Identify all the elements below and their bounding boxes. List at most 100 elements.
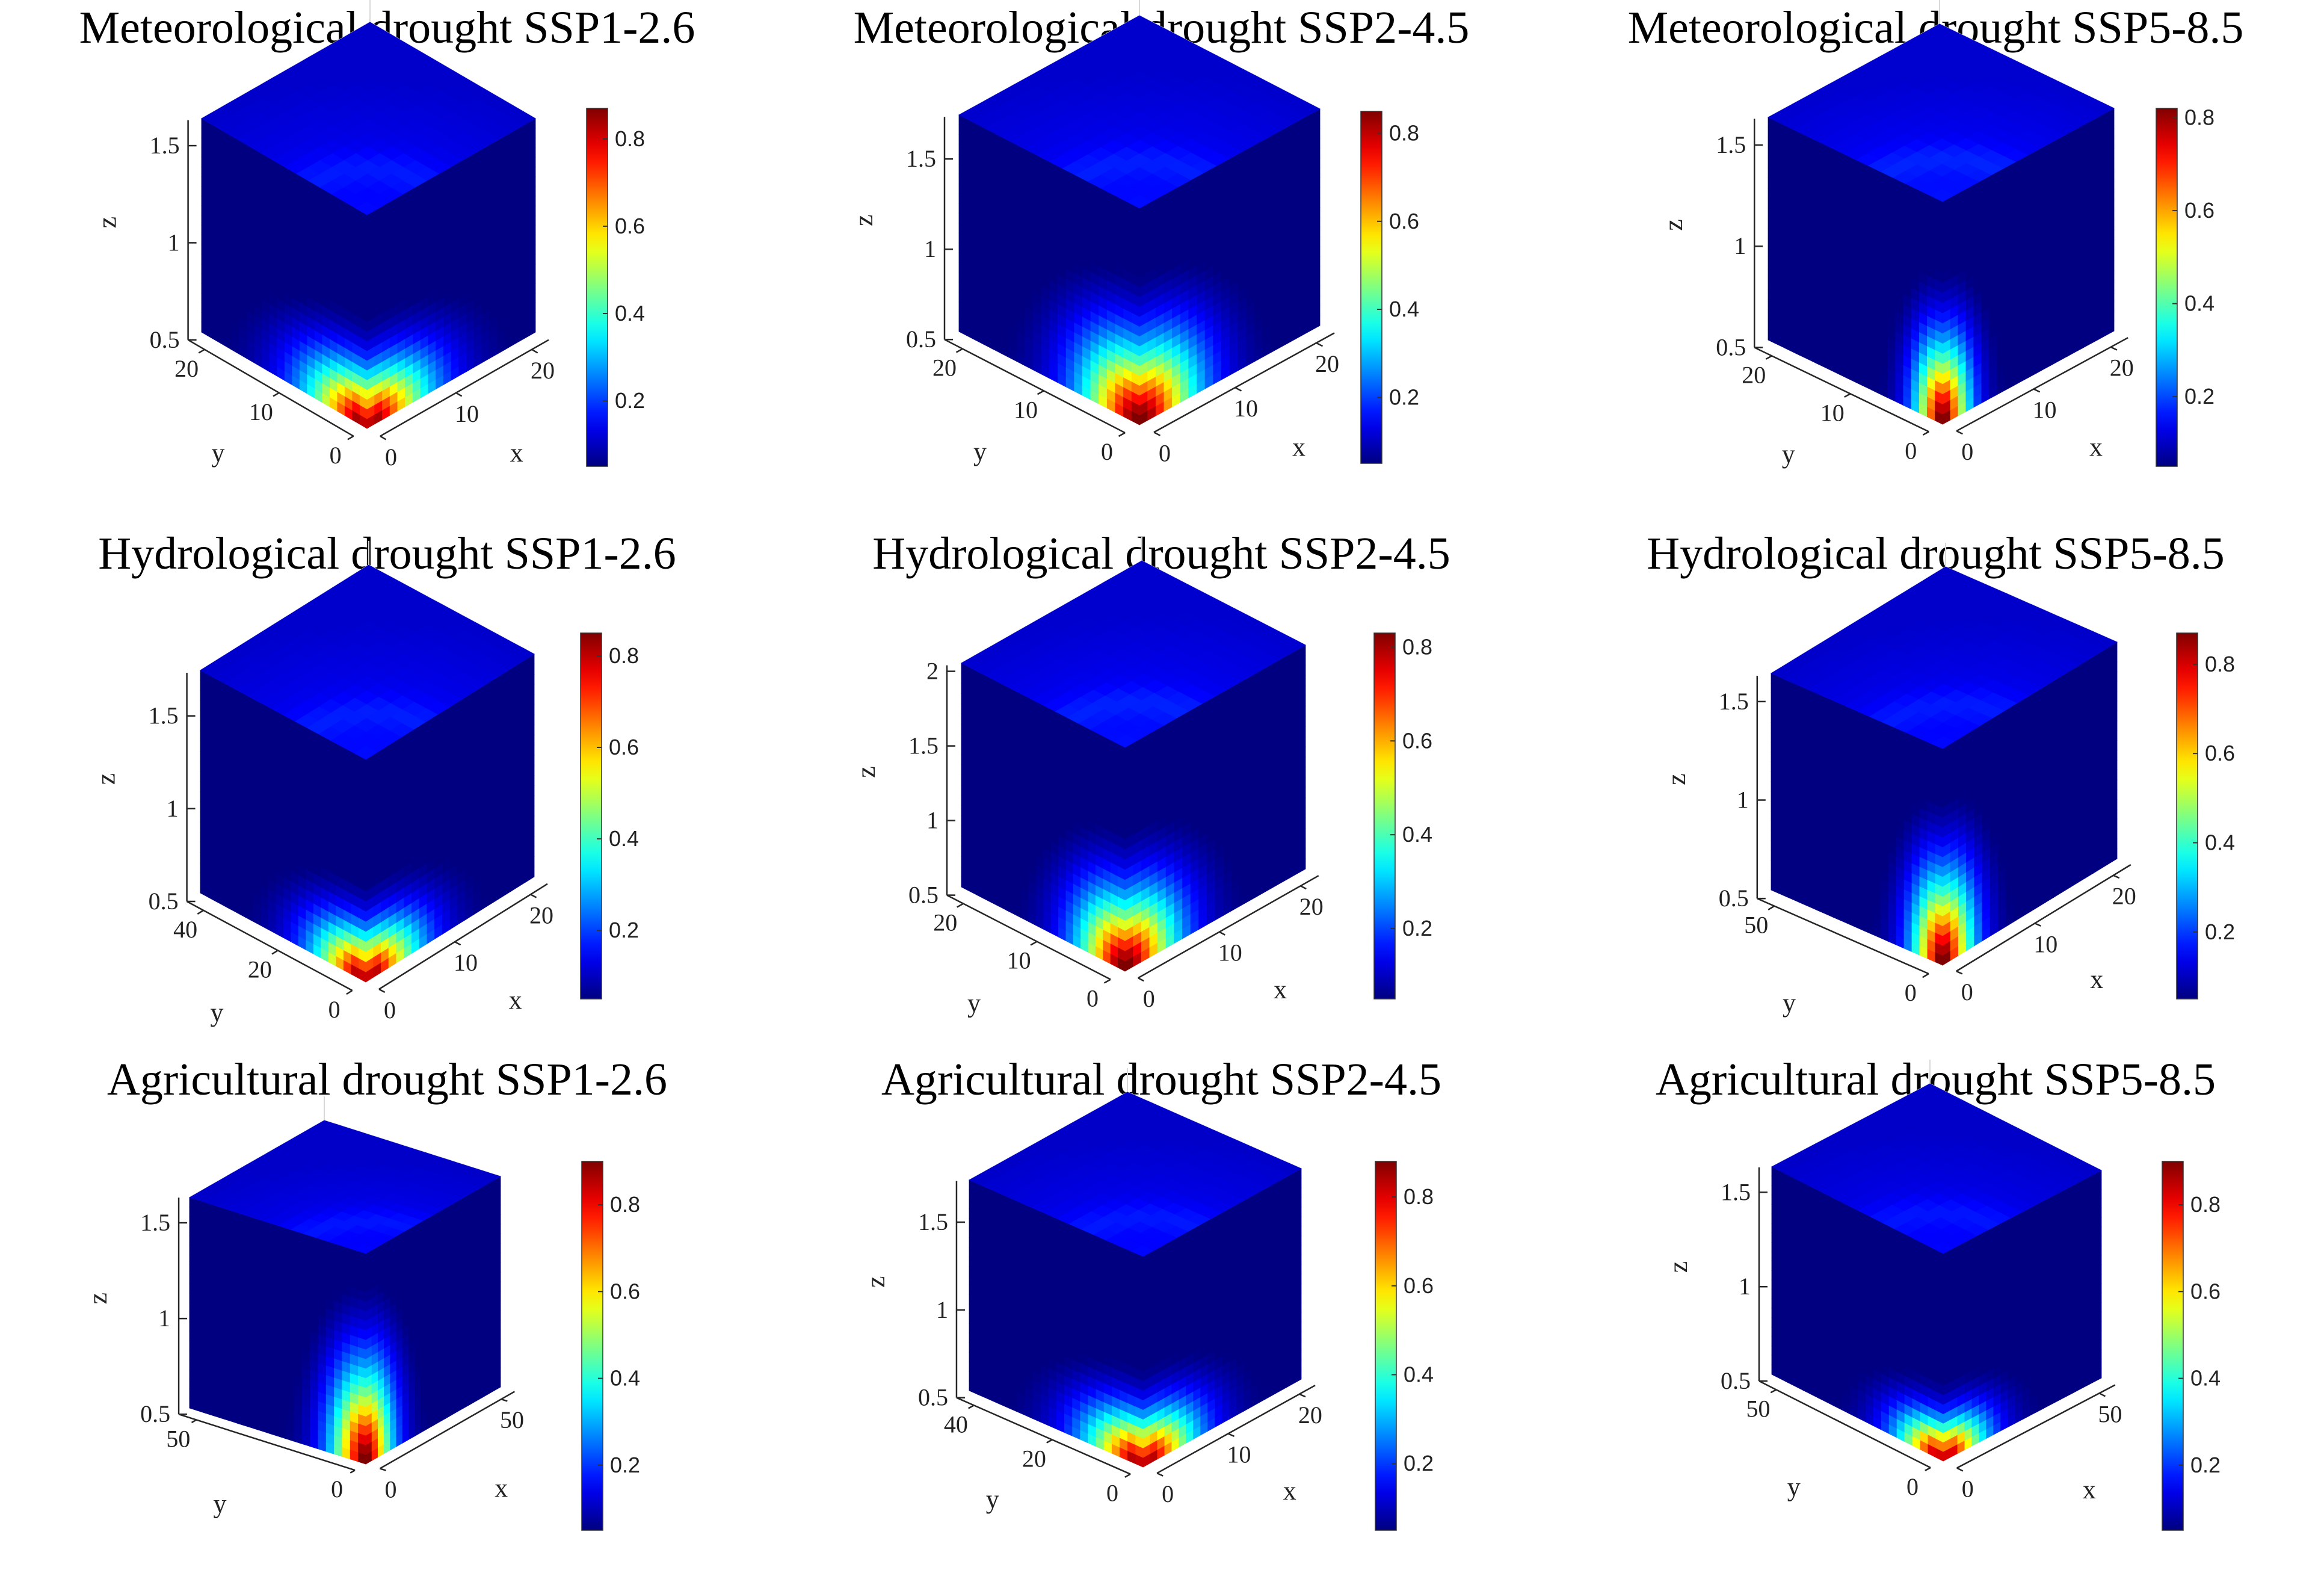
y-axis-label: y [211,998,224,1027]
colorbar-gradient [580,632,602,1000]
colorbar-tick-label: 0.4 [2184,291,2215,316]
x-tick-label: 0 [385,443,397,471]
panel-hydrological-ssp245: Hydrological drought SSP2-4.5 0 10 20 0 10 20… [774,526,1549,1052]
x-axis-line [1153,332,1335,433]
z-tick-label: 1 [1734,232,1746,259]
z-tick-label: 1.5 [906,145,936,172]
y-tick-label: 40 [173,916,197,943]
right-face [366,118,536,429]
z-axis-label: z [93,217,122,229]
panel-meteorological-ssp585: Meteorological drought SSP5-8.5 0 10 20 0 10… [1549,0,2323,526]
x-axis-line [380,339,549,437]
z-tick-label: 0.5 [906,326,936,353]
left-face [961,663,1126,972]
left-face [201,118,368,429]
x-tick-label: 0 [1961,438,1973,465]
y-tick-label: 10 [1820,399,1845,426]
y-tick-label: 20 [932,354,957,382]
colorbar-tick-label: 0.6 [609,735,639,759]
y-tick-label: 10 [1014,396,1038,423]
colorbar-tick-label: 0.6 [1389,209,1419,233]
y-tick-label: 20 [248,956,272,983]
y-tick-label: 20 [174,355,199,382]
y-tick-label: 0 [330,442,342,469]
surface-cell [1126,15,1153,30]
right-face [365,654,535,983]
colorbar-tick-label: 0.2 [609,918,639,942]
panel-hydrological-ssp126: Hydrological drought SSP1-2.6 0 10 20 0 20 40… [0,526,774,1052]
y-axis-line [187,339,354,437]
z-tick-label: 0.5 [149,888,179,915]
x-axis-line [1956,337,2128,432]
z-tick-label: 1.5 [1716,131,1746,158]
colorbar-gradient [1360,111,1382,464]
colorbar: 0.2 0.4 0.6 0.8 [1360,111,1419,464]
z-tick-label: 1 [924,235,936,262]
y-axis-label: y [1782,439,1795,469]
x-axis-line [378,883,548,990]
z-axis-label: z [1659,219,1688,231]
colorbar: 0.2 0.4 0.6 0.8 [580,632,639,1000]
left-face [958,114,1140,425]
x-axis-label: x [2089,433,2103,462]
colorbar-gradient [2156,108,2178,467]
colorbar-tick-label: 0.2 [2184,384,2215,409]
x-tick-label: 10 [1234,395,1258,422]
y-tick-label: 20 [1742,361,1766,388]
x-tick-label: 10 [454,949,478,976]
x-tick-label: 20 [1315,350,1339,377]
x-tick-label: 10 [2032,396,2056,423]
z-axis-label: z [91,773,121,785]
y-axis-line [1754,347,1929,433]
y-tick-label: 0 [1101,438,1113,465]
z-tick-label: 1 [167,795,179,822]
colorbar-tick-label: 0.8 [615,126,645,151]
panel-title: Hydrological drought SSP1-2.6 [98,528,676,579]
colorbar-tick-label: 0.2 [615,388,645,413]
x-tick-label: 0 [1159,439,1171,466]
y-axis-label: y [212,438,225,468]
colorbar-tick-label: 0.4 [609,826,639,851]
y-axis-line [944,339,1126,434]
colorbar-tick-label: 0.2 [1389,385,1419,409]
top-face [201,22,536,215]
top-face [958,15,1321,209]
colorbar-tick-label: 0.8 [609,643,639,668]
y-tick-label: 0 [1905,437,1917,464]
x-axis-label: x [1292,432,1305,462]
top-face [200,564,535,760]
z-tick-label: 1.5 [149,702,179,729]
colorbar-tick-label: 0.4 [1389,297,1419,321]
colorbar: 0.20.40.60.8 [2156,105,2215,467]
x-axis-label: x [510,438,523,468]
top-face [1768,23,2115,202]
surface-cell [1926,23,1953,37]
y-tick-label: 10 [249,398,273,425]
right-face [1942,108,2115,425]
left-face [1768,117,1943,425]
y-axis-line [186,900,353,992]
colorbar-tick-label: 0.6 [2184,198,2215,223]
panel-title: Hydrological drought SSP2-4.5 [872,528,1450,579]
y-axis-label: y [973,437,987,466]
surface-cell [356,564,381,579]
y-tick-label: 0 [328,996,341,1023]
z-tick-label: 1 [168,229,180,256]
z-tick-label: 0.5 [1716,333,1746,360]
colorbar-tick-label: 0.8 [1389,121,1419,146]
x-axis-label: x [509,986,522,1015]
colorbar-gradient [586,108,608,467]
panel-meteorological-ssp245: Meteorological drought SSP2-4.5 0 10 20 0 10… [774,0,1549,526]
x-tick-label: 0 [384,997,396,1024]
z-tick-label: 0.5 [150,326,180,353]
x-tick-label: 20 [2110,354,2134,382]
z-axis-label: z [849,214,878,226]
